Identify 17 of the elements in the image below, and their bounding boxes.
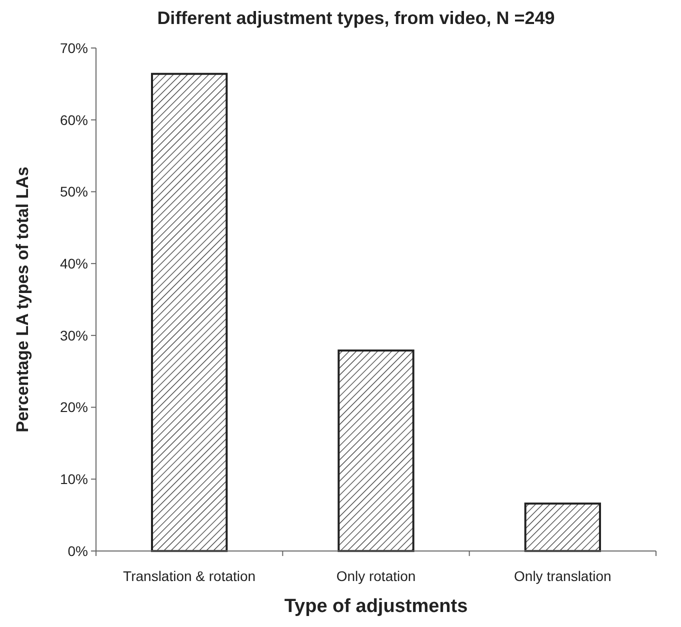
y-tick-label: 50% <box>60 184 88 200</box>
x-tick-label: Translation & rotation <box>123 568 256 584</box>
y-tick-label: 0% <box>68 542 88 559</box>
x-tick-label: Only translation <box>514 568 612 584</box>
x-axis-title: Type of adjustments <box>284 596 468 617</box>
y-tick-label: 60% <box>60 112 88 128</box>
bar <box>338 350 414 552</box>
y-tick-label: 40% <box>60 255 88 272</box>
chart-title: Different adjustment types, from video, N =249 <box>157 8 555 28</box>
x-tick-label: Only rotation <box>336 568 416 584</box>
y-tick-label: 20% <box>60 399 88 416</box>
y-tick-label: 70% <box>60 40 88 56</box>
y-tick-label: 10% <box>60 471 88 488</box>
y-tick-label: 30% <box>60 327 88 344</box>
bar <box>524 502 601 552</box>
y-axis-title: Percentage LA types of total LAs <box>13 166 32 432</box>
bar <box>151 72 228 552</box>
